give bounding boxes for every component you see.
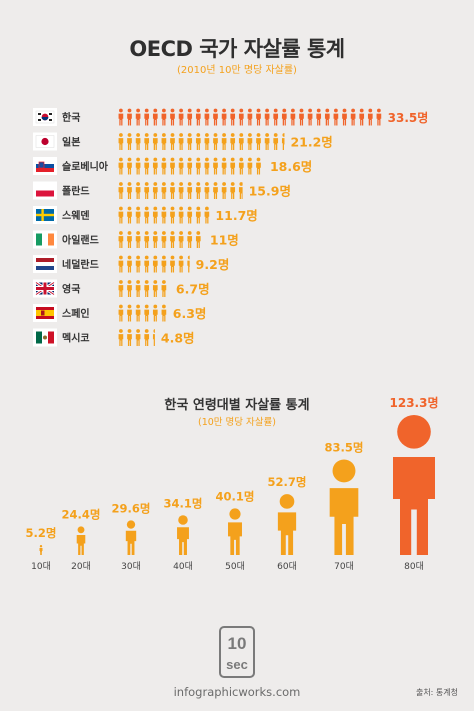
age-chart-title: 한국 연령대별 자살률 통계: [164, 398, 310, 413]
svg-text:10: 10: [228, 634, 247, 653]
tick-label: 40대: [173, 561, 193, 572]
data-label: 11.7명: [215, 208, 257, 223]
tick-label: 영국: [62, 283, 80, 296]
bar: [118, 304, 167, 322]
bar: [118, 157, 261, 175]
sweden-flag-icon: [33, 206, 57, 224]
logo-10sec: 10 sec: [218, 625, 256, 679]
data-label: 21.2명: [290, 135, 332, 150]
svg-text:sec: sec: [226, 657, 248, 672]
poland-flag-icon: [33, 181, 57, 200]
bar: [277, 494, 297, 555]
data-label: 34.1명: [164, 496, 203, 510]
logo-icon: 10 sec: [219, 626, 255, 678]
bar: [393, 415, 435, 555]
tick-label: 멕시코: [62, 332, 90, 345]
tick-label: 70대: [334, 561, 354, 572]
bar: [118, 231, 201, 248]
bar: [125, 520, 137, 555]
tick-label: 일본: [62, 136, 80, 149]
data-label: 5.2명: [26, 526, 57, 540]
tick-label: 10대: [31, 561, 51, 572]
mexico-flag-icon: [33, 328, 57, 347]
bar: [118, 133, 285, 150]
tick-label: 50대: [225, 561, 245, 572]
data-label: 6.7명: [176, 282, 210, 297]
chart-title: OECD 국가 자살률 통계: [129, 37, 345, 61]
data-label: 29.6명: [112, 501, 151, 515]
data-label: 4.8명: [161, 331, 195, 346]
chart-subtitle: (2010년 10만 명당 자살률): [177, 65, 297, 76]
footer-source: 출처: 통계청: [415, 688, 458, 697]
uk-flag-icon: [33, 279, 57, 298]
data-label: 18.6명: [270, 159, 312, 174]
data-label: 40.1명: [216, 489, 255, 503]
netherlands-flag-icon: [33, 255, 57, 273]
data-label: 123.3명: [390, 396, 439, 410]
tick-label: 폴란드: [62, 186, 90, 198]
japan-flag-icon: [33, 132, 57, 151]
bar: [76, 526, 86, 555]
data-label: 9.2명: [196, 257, 230, 272]
bar: [39, 545, 43, 555]
tick-label: 20대: [71, 561, 91, 572]
bar: [118, 329, 155, 346]
tick-label: 스페인: [62, 307, 90, 320]
tick-label: 30대: [121, 561, 141, 572]
tick-label: 스웨덴: [62, 209, 90, 222]
slovenia-flag-icon: [33, 157, 57, 175]
tick-label: 60대: [277, 561, 297, 572]
south-korea-flag-icon: [33, 108, 57, 126]
data-label: 6.3명: [173, 306, 207, 321]
spain-flag-icon: [33, 304, 57, 322]
data-label: 52.7명: [268, 475, 307, 489]
bar: [118, 182, 243, 199]
tick-label: 네덜란드: [62, 258, 99, 271]
footer-url[interactable]: infographicworks.com: [173, 685, 301, 699]
bar: [118, 108, 382, 126]
bar: [118, 206, 210, 224]
age-chart-subtitle: (10만 명당 자살률): [198, 417, 276, 428]
data-label: 83.5명: [325, 440, 364, 454]
data-label: 24.4명: [62, 507, 101, 521]
tick-label: 한국: [62, 112, 80, 124]
bar: [228, 508, 242, 555]
data-label: 33.5명: [388, 111, 429, 125]
tick-label: 80대: [404, 561, 424, 572]
tick-label: 아일랜드: [62, 234, 99, 247]
bar: [177, 515, 189, 555]
bar: [118, 280, 167, 297]
bar: [118, 255, 190, 273]
data-label: 11명: [210, 233, 239, 248]
ireland-flag-icon: [33, 230, 57, 249]
tick-label: 슬로베니아: [62, 160, 109, 173]
data-label: 15.9명: [249, 184, 291, 199]
bar: [329, 459, 359, 555]
